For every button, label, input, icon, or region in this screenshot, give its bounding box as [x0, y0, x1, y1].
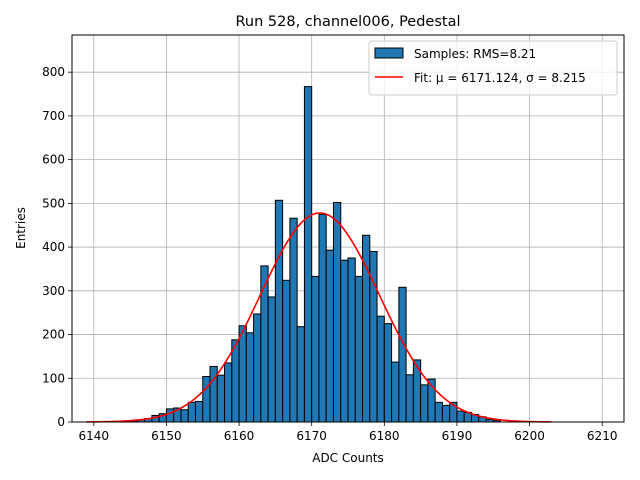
y-tick-label: 500: [42, 196, 65, 210]
histogram-bar: [318, 213, 327, 423]
x-axis-label: ADC Counts: [312, 451, 384, 465]
y-tick-label: 300: [42, 284, 65, 298]
legend-samples-label: Samples: RMS=8.21: [414, 47, 536, 61]
plot-frame: [71, 34, 625, 423]
histogram-bar: [187, 401, 196, 423]
histogram-bar: [282, 279, 291, 423]
x-tick-label: 6190: [442, 429, 473, 443]
x-tick-label: 6150: [151, 429, 182, 443]
x-tick-label: 6140: [79, 429, 110, 443]
histogram-bars: [129, 86, 502, 423]
x-tick-label: 6210: [587, 429, 618, 443]
x-tick-label: 6180: [369, 429, 400, 443]
histogram-bar: [296, 326, 305, 423]
histogram-bar: [202, 376, 211, 423]
histogram-bar: [245, 332, 255, 423]
histogram-bar: [216, 374, 226, 423]
histogram-bar: [289, 217, 298, 423]
histogram-bar: [441, 404, 451, 423]
y-axis-label: Entries: [14, 207, 28, 249]
histogram-bar: [267, 296, 276, 423]
histogram-bar: [434, 401, 443, 423]
y-tick-label: 800: [42, 65, 65, 79]
y-tick-label: 100: [42, 371, 65, 385]
x-tick-label: 6200: [514, 429, 545, 443]
fit-curve-group: [86, 212, 552, 423]
legend-samples-swatch: [374, 47, 404, 59]
histogram-bar: [376, 315, 385, 423]
y-tick-label: 200: [42, 328, 65, 342]
histogram-bar: [224, 362, 233, 423]
y-axis-ticks: 0 100 200 300 400 500 600 700 800: [42, 65, 72, 429]
histogram-bar: [260, 265, 269, 423]
histogram-bar: [332, 201, 342, 423]
histogram-bar: [231, 339, 240, 423]
histogram-bar: [274, 199, 284, 423]
legend-box: [368, 40, 618, 96]
fit-curve: [86, 212, 552, 423]
histogram-bar: [420, 384, 429, 423]
x-axis-ticks: 6140 6150 6160 6170 6180 6190 6200 6210: [79, 422, 618, 443]
histogram-bar: [383, 323, 393, 423]
histogram-bar: [303, 86, 313, 423]
histogram-bar: [180, 409, 189, 423]
x-tick-label: 6160: [224, 429, 255, 443]
histogram-bar: [340, 259, 349, 423]
x-tick-label: 6170: [296, 429, 327, 443]
legend-fit-label: Fit: μ = 6171.124, σ = 8.215: [414, 71, 586, 85]
histogram-bar: [238, 325, 247, 423]
y-tick-label: 0: [57, 415, 65, 429]
y-tick-label: 600: [42, 153, 65, 167]
histogram-bar: [398, 286, 407, 423]
histogram-bar: [391, 361, 400, 423]
legend: Samples: RMS=8.21 Fit: μ = 6171.124, σ =…: [368, 40, 618, 96]
histogram-bar: [194, 400, 204, 423]
y-tick-label: 400: [42, 240, 65, 254]
histogram-bar: [325, 249, 334, 423]
histogram-bar: [347, 257, 356, 423]
histogram-bar: [456, 410, 465, 423]
histogram-bar: [354, 275, 364, 423]
histogram-bar: [253, 313, 262, 423]
histogram-bar: [311, 275, 320, 423]
histogram-bar: [165, 408, 175, 423]
chart-title: Run 528, channel006, Pedestal: [235, 14, 460, 30]
y-tick-label: 700: [42, 109, 65, 123]
histogram-bar: [405, 374, 414, 423]
